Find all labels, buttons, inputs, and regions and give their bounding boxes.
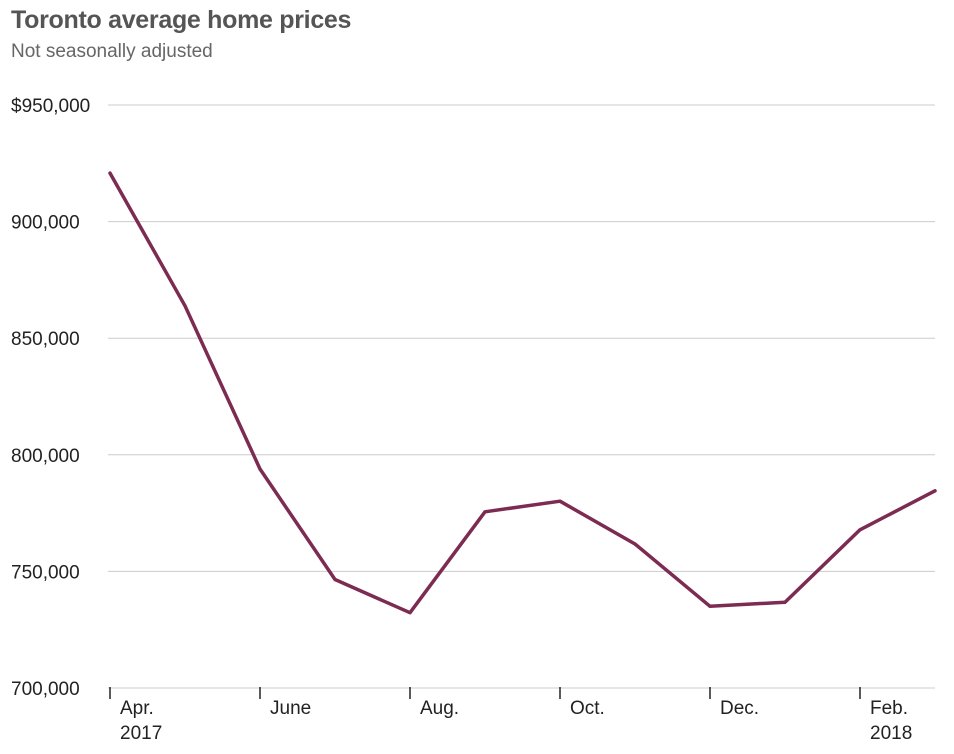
data-point (858, 528, 862, 532)
x-tick-label: Apr. (120, 698, 154, 719)
data-point (183, 304, 187, 308)
y-tick-label: 850,000 (11, 329, 80, 350)
x-tick-label: Oct. (570, 698, 605, 719)
y-tick-label: 750,000 (11, 562, 80, 583)
data-point (933, 489, 937, 493)
chart-title: Toronto average home prices (11, 6, 352, 34)
x-axis: Apr. 2017 June Aug. Oct. Dec. Feb. 2018 (109, 687, 912, 744)
gridlines (108, 104, 935, 689)
data-point (108, 171, 112, 175)
x-tick-label: June (270, 698, 311, 719)
data-point (333, 577, 337, 581)
x-tick-label: Feb. (870, 698, 908, 719)
x-tick-label: Aug. (420, 698, 459, 719)
x-tick-label: Dec. (720, 698, 759, 719)
data-point (783, 600, 787, 604)
x-tick-year-label: 2017 (120, 723, 162, 744)
data-point (258, 467, 262, 471)
y-tick-label: 800,000 (11, 446, 80, 467)
chart-subtitle: Not seasonally adjusted (11, 41, 213, 62)
data-point (558, 499, 562, 503)
x-tick-year-label: 2018 (870, 723, 912, 744)
data-point (408, 611, 412, 615)
price-line (108, 171, 937, 615)
data-point (483, 510, 487, 514)
data-point (633, 542, 637, 546)
y-tick-label: 900,000 (11, 213, 80, 234)
series-layer (108, 171, 937, 615)
y-tick-label: $950,000 (11, 96, 90, 117)
data-point (708, 604, 712, 608)
y-axis: $950,000 900,000 850,000 800,000 750,000 700,… (11, 96, 90, 700)
y-tick-label: 700,000 (11, 679, 80, 700)
